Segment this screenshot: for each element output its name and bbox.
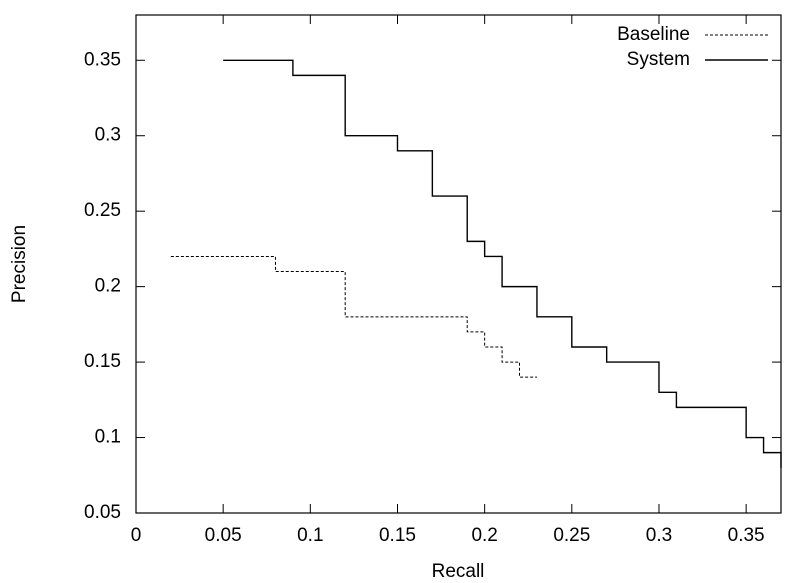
series-line [223, 59, 782, 468]
x-tick-label: 0.35 [728, 525, 765, 546]
y-axis-label: Precision [9, 225, 30, 303]
y-tick-label: 0.1 [95, 427, 121, 448]
y-tick-label: 0.35 [84, 49, 121, 70]
y-tick-label: 0.3 [95, 125, 121, 146]
legend-label: System [627, 49, 690, 70]
y-tick-label: 0.2 [95, 276, 121, 297]
y-tick-label: 0.25 [84, 200, 121, 221]
x-tick-label: 0.2 [471, 525, 497, 546]
x-axis-label: Recall [432, 561, 485, 582]
x-tick-label: 0.25 [553, 525, 590, 546]
legend-label: Baseline [617, 24, 690, 45]
x-tick-label: 0.3 [646, 525, 672, 546]
y-tick-label: 0.15 [84, 351, 121, 372]
x-tick-label: 0.15 [379, 525, 416, 546]
plot-frame [135, 14, 782, 514]
y-tick-label: 0.05 [84, 502, 121, 523]
series-line [170, 255, 537, 378]
x-tick-label: 0.05 [205, 525, 242, 546]
x-tick-label: 0 [131, 525, 142, 546]
x-tick-label: 0.1 [297, 525, 323, 546]
